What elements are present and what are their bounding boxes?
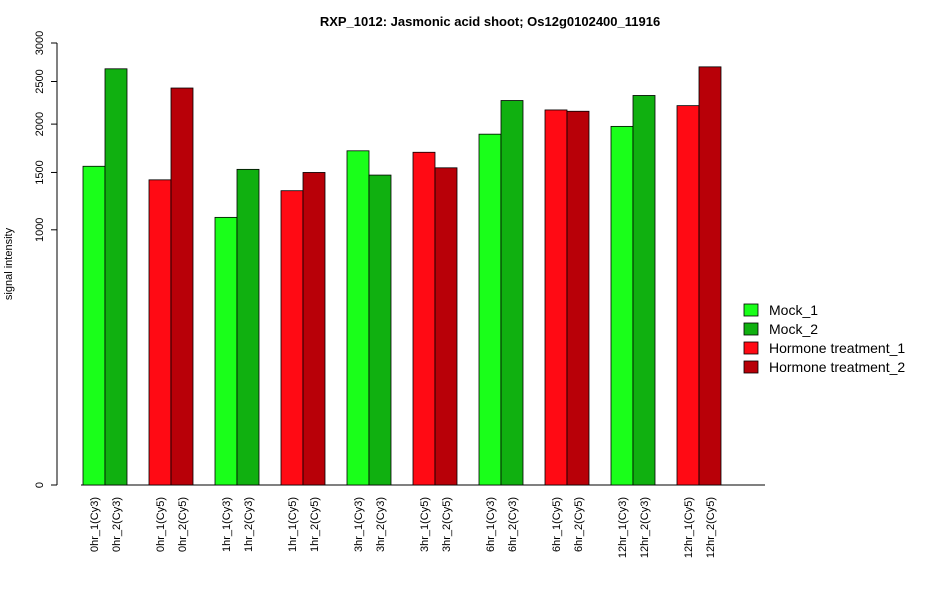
bar	[82, 165, 106, 486]
y-tick-label: 3000	[34, 31, 46, 55]
bar	[434, 167, 458, 486]
x-tick-labels: 0hr_1(Cy3) 0hr_2(Cy3) 0hr_1(Cy5) 0hr_2(Cy5)…	[89, 497, 717, 558]
y-tick-label: 1500	[34, 160, 46, 184]
x-tick-label: 6hr_1(Cy5)	[551, 497, 563, 552]
x-tick-label: 0hr_2(Cy3)	[111, 497, 123, 552]
legend-swatch	[743, 341, 759, 355]
x-tick-label: 3hr_1(Cy5)	[419, 497, 431, 552]
x-tick-label: 1hr_1(Cy5)	[287, 497, 299, 552]
x-tick-label: 3hr_2(Cy3)	[375, 497, 387, 552]
y-axis-label: signal intensity	[3, 227, 15, 300]
x-tick-label: 3hr_1(Cy3)	[353, 497, 365, 552]
bars	[82, 66, 722, 486]
bar	[280, 190, 304, 486]
y-tick-label: 1000	[34, 218, 46, 242]
x-tick-label: 12hr_2(Cy3)	[639, 497, 651, 558]
x-tick-label: 6hr_2(Cy5)	[573, 497, 585, 552]
bar	[302, 172, 326, 486]
x-tick-label: 1hr_1(Cy3)	[221, 497, 233, 552]
x-tick-label: 6hr_1(Cy3)	[485, 497, 497, 552]
x-tick-label: 12hr_1(Cy3)	[617, 497, 629, 558]
x-tick-label: 1hr_2(Cy3)	[243, 497, 255, 552]
x-tick-label: 1hr_2(Cy5)	[309, 497, 321, 552]
bar	[544, 109, 568, 486]
bar	[104, 68, 128, 486]
bar	[148, 179, 172, 486]
legend-entry-label: Hormone treatment_1	[769, 340, 905, 356]
y-tick-label: 0	[34, 482, 46, 488]
legend-entry-label: Mock_2	[769, 321, 818, 337]
bar	[632, 95, 656, 486]
bar	[500, 100, 524, 486]
legend-swatch	[743, 360, 759, 374]
bar	[478, 133, 502, 486]
x-tick-label: 0hr_1(Cy3)	[89, 497, 101, 552]
x-tick-label: 12hr_2(Cy5)	[705, 497, 717, 558]
bar	[412, 151, 436, 486]
bar	[170, 87, 194, 486]
y-tick-label: 2500	[34, 69, 46, 93]
legend-swatch	[743, 303, 759, 317]
y-tick-label: 2000	[34, 112, 46, 136]
x-tick-label: 3hr_2(Cy5)	[441, 497, 453, 552]
bar	[610, 125, 634, 486]
legend-entry-label: Mock_1	[769, 302, 818, 318]
x-tick-label: 0hr_2(Cy5)	[177, 497, 189, 552]
legend-swatch	[743, 322, 759, 336]
legend-entry-label: Hormone treatment_2	[769, 359, 905, 375]
x-tick-label: 6hr_2(Cy3)	[507, 497, 519, 552]
chart-title: RXP_1012: Jasmonic acid shoot; Os12g0102…	[320, 14, 660, 29]
bar	[368, 174, 392, 486]
x-tick-label: 0hr_1(Cy5)	[155, 497, 167, 552]
x-tick-label: 12hr_1(Cy5)	[683, 497, 695, 558]
bar	[214, 216, 238, 486]
legend: Mock_1 Mock_2 Hormone treatment_1 Hormone t…	[743, 302, 905, 375]
bar	[698, 66, 722, 486]
bar	[566, 110, 590, 486]
bar	[346, 150, 370, 486]
bar	[676, 105, 700, 486]
bar	[236, 168, 260, 486]
